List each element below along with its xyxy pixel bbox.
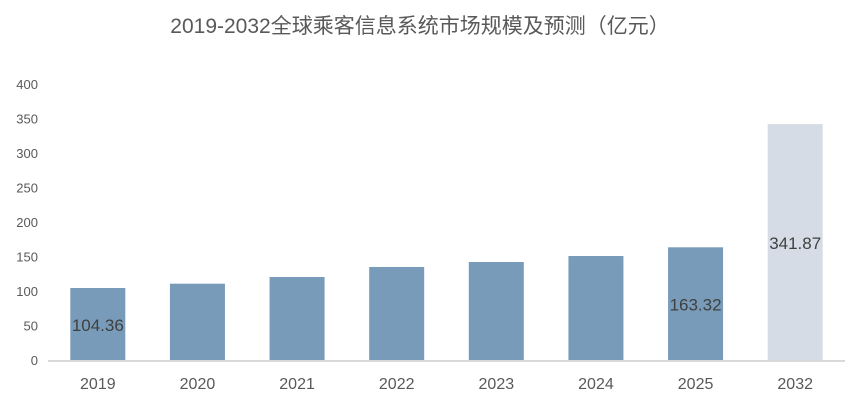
- y-tick-label: 100: [16, 284, 38, 299]
- y-tick-label: 50: [24, 319, 38, 334]
- bar-2021: [269, 276, 325, 360]
- bar-2025: [668, 247, 724, 360]
- x-tick-label: 2021: [279, 376, 315, 393]
- x-tick-label: 2032: [777, 376, 813, 393]
- bars: [70, 124, 823, 360]
- y-tick-label: 300: [16, 146, 38, 161]
- y-tick-label: 150: [16, 250, 38, 265]
- bar-2032: [767, 124, 823, 360]
- y-tick-label: 200: [16, 215, 38, 230]
- y-tick-label: 400: [16, 77, 38, 92]
- chart-title: 2019-2032全球乘客信息系统市场规模及预测（亿元）: [170, 15, 669, 38]
- y-tick-label: 250: [16, 181, 38, 196]
- x-tick-label: 2024: [578, 376, 614, 393]
- data-label-2019: 104.36: [72, 316, 124, 335]
- y-tick-label: 350: [16, 112, 38, 127]
- bar-2020: [169, 283, 225, 360]
- data-label-2025: 163.32: [670, 296, 722, 315]
- x-tick-label: 2019: [80, 376, 116, 393]
- y-axis: 0 50 100 150 200 250 300 350 400: [16, 77, 38, 368]
- data-label-2032: 341.87: [769, 234, 821, 253]
- bar-2024: [568, 256, 624, 360]
- bar-2019: [70, 287, 126, 360]
- x-tick-label: 2025: [678, 376, 714, 393]
- x-axis: 2019 2020 2021 2022 2023 2024 2025 2032: [48, 360, 845, 393]
- bar-2022: [369, 266, 425, 360]
- x-tick-label: 2020: [180, 376, 216, 393]
- x-tick-label: 2022: [379, 376, 415, 393]
- x-tick-label: 2023: [479, 376, 515, 393]
- bar-2023: [468, 262, 524, 360]
- y-tick-label: 0: [31, 353, 38, 368]
- data-labels: 104.36 163.32 341.87: [72, 234, 821, 335]
